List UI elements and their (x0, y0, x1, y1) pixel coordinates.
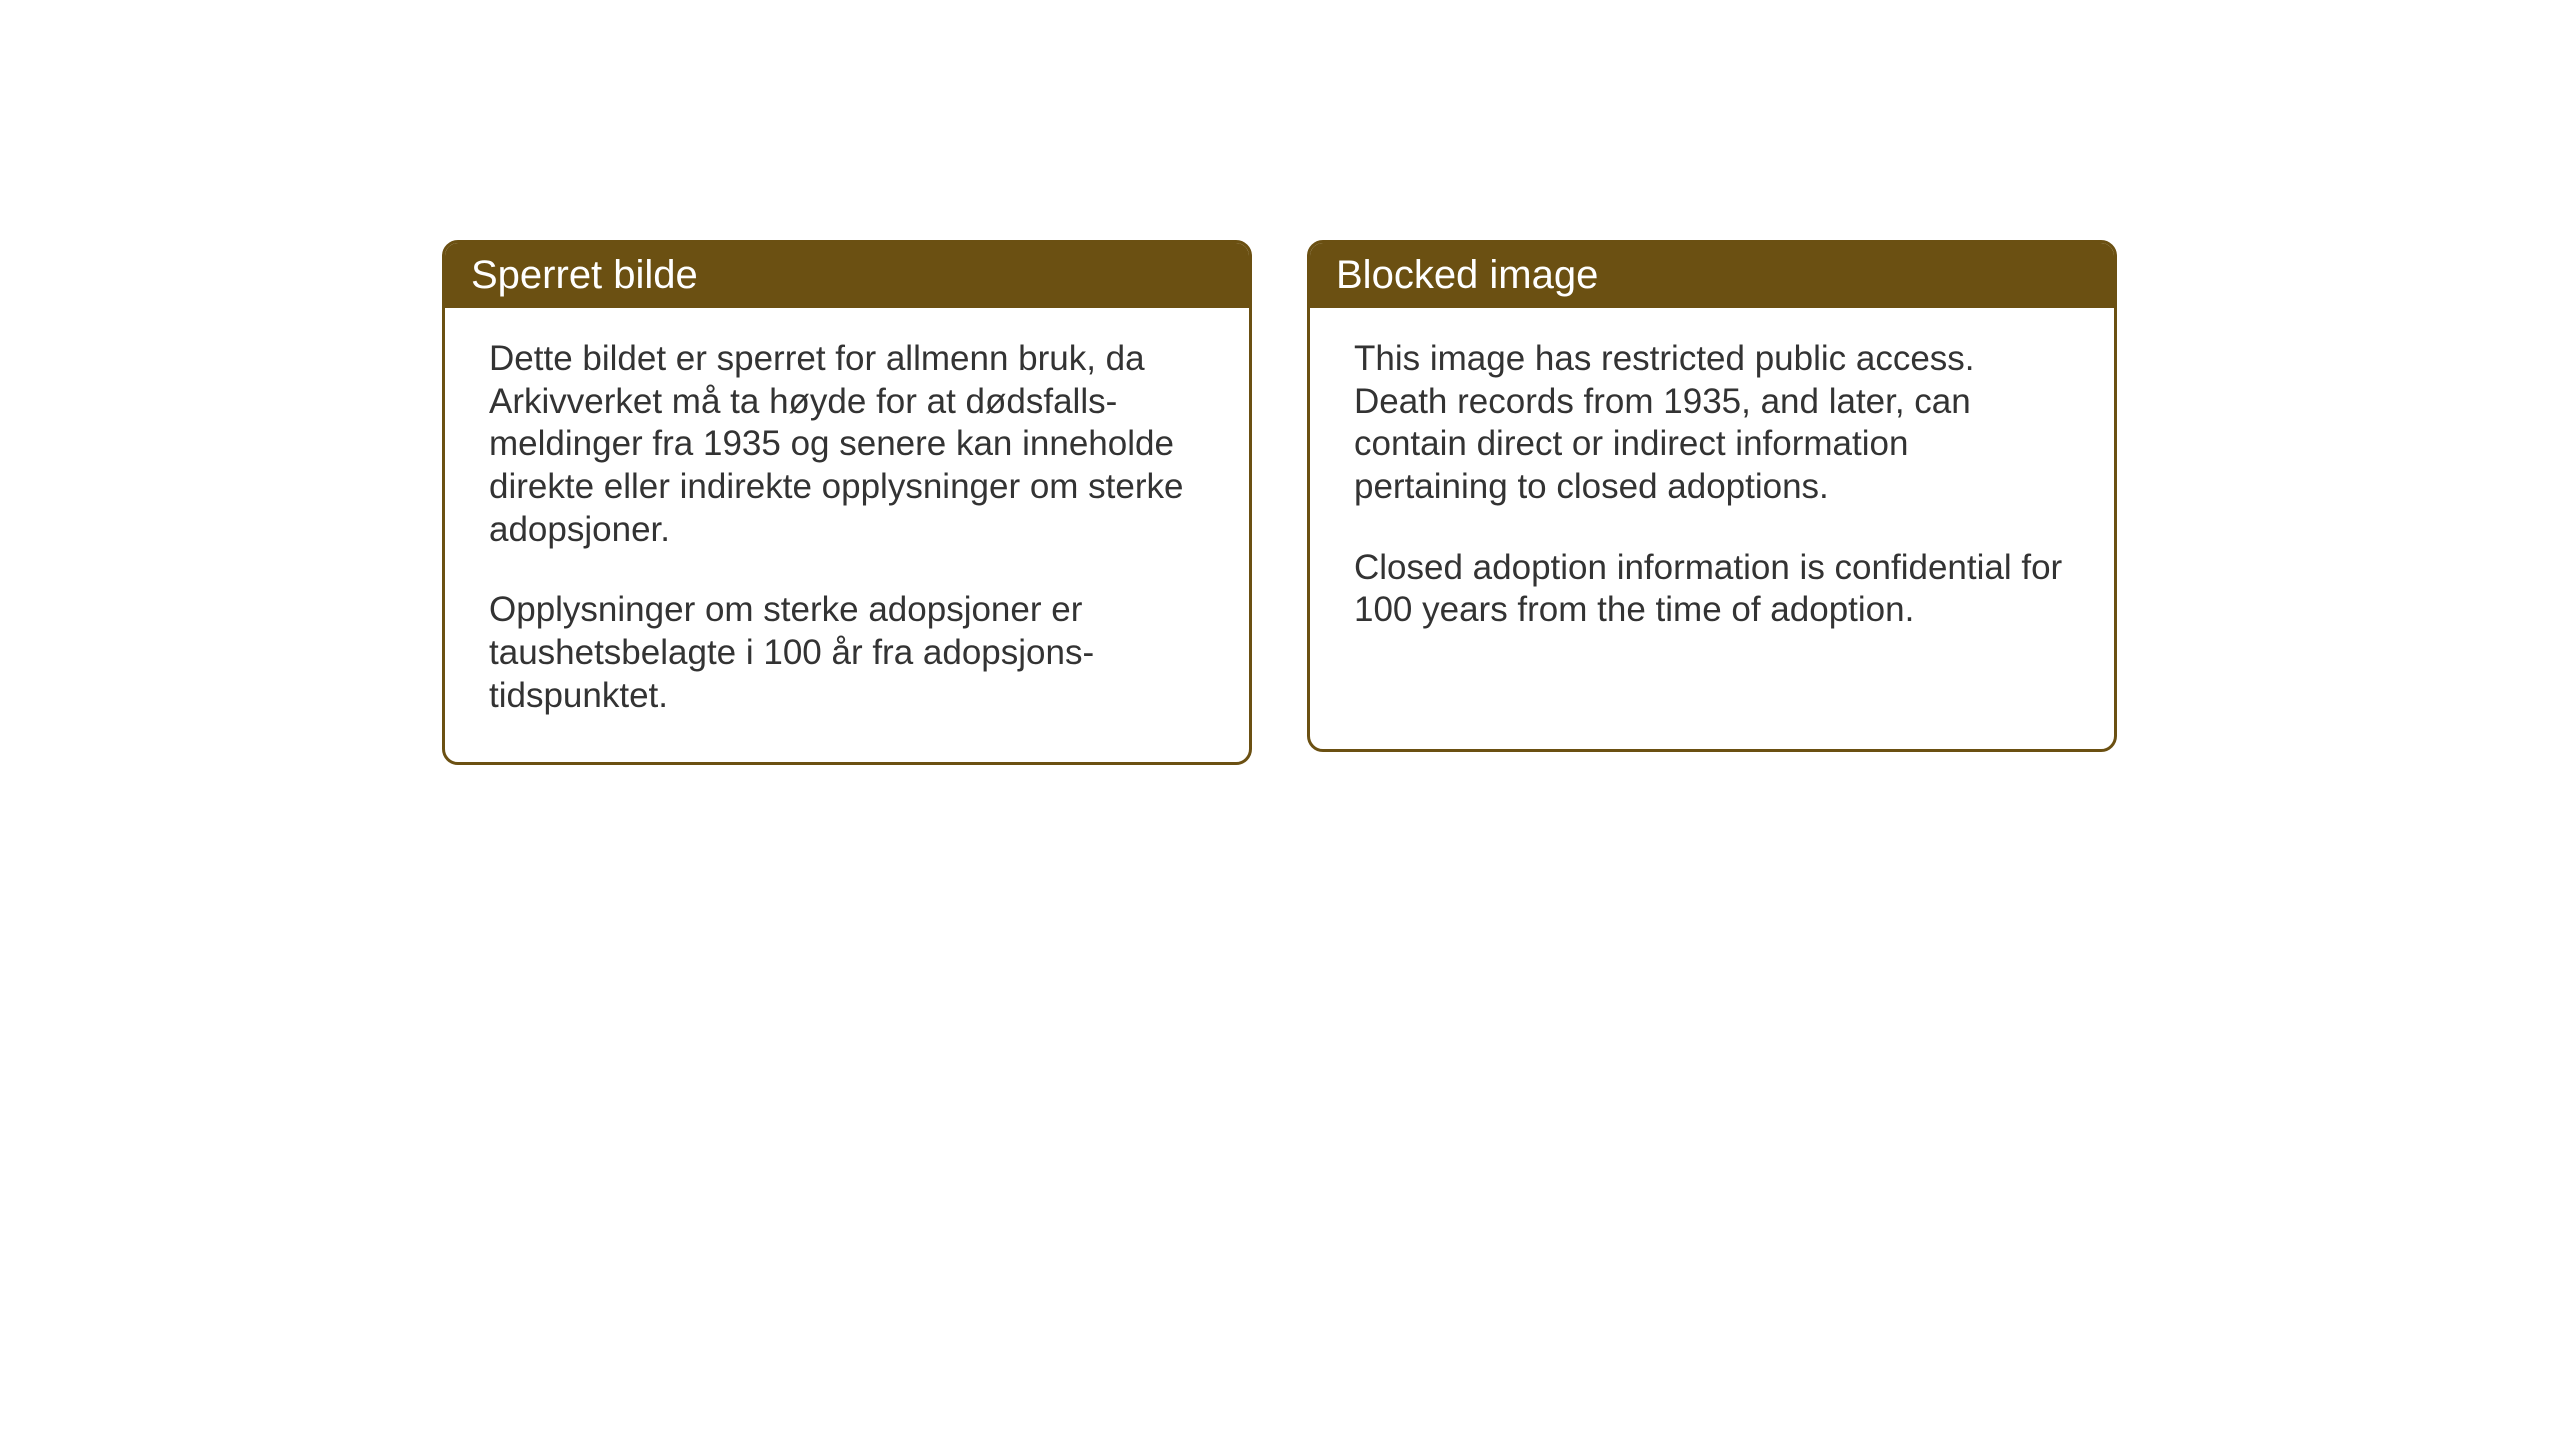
english-notice-card: Blocked image This image has restricted … (1307, 240, 2117, 752)
norwegian-card-body: Dette bildet er sperret for allmenn bruk… (445, 308, 1249, 762)
english-paragraph-1: This image has restricted public access.… (1354, 338, 2070, 509)
notice-container: Sperret bilde Dette bildet er sperret fo… (442, 240, 2117, 765)
english-card-title: Blocked image (1310, 243, 2114, 308)
norwegian-card-title: Sperret bilde (445, 243, 1249, 308)
english-card-body: This image has restricted public access.… (1310, 308, 2114, 676)
norwegian-paragraph-2: Opplysninger om sterke adopsjoner er tau… (489, 589, 1205, 717)
norwegian-notice-card: Sperret bilde Dette bildet er sperret fo… (442, 240, 1252, 765)
norwegian-paragraph-1: Dette bildet er sperret for allmenn bruk… (489, 338, 1205, 551)
english-paragraph-2: Closed adoption information is confident… (1354, 547, 2070, 632)
